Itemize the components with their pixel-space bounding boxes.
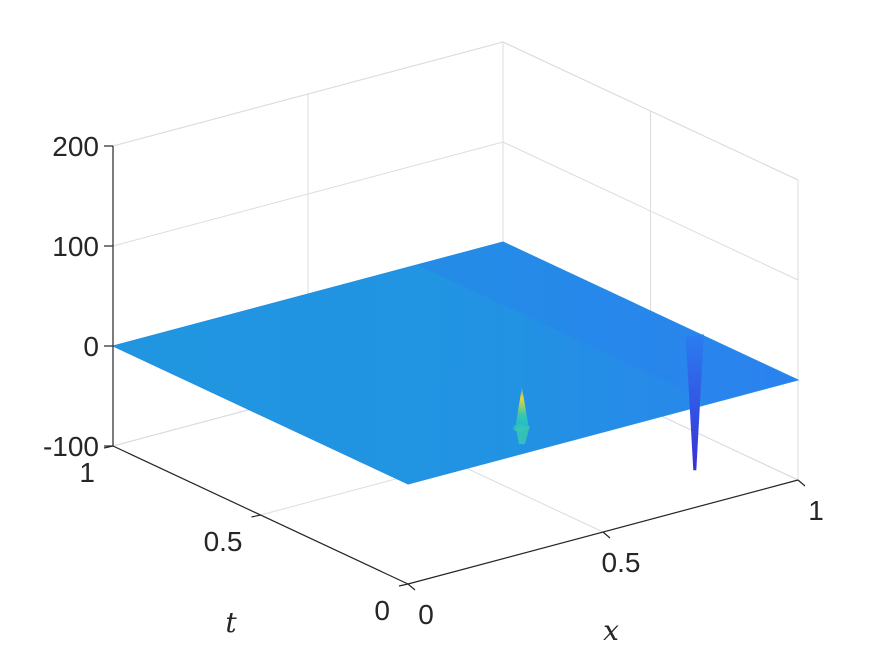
z-tick-label: 200 (52, 131, 99, 162)
spike-peak (514, 387, 529, 431)
tick-labels: -100 0 100 200 0 0.5 1 0 0.5 1 (43, 131, 824, 630)
t-tick-label: 0.5 (204, 526, 243, 557)
x-axis-label: x (603, 614, 619, 647)
z-tick-label: 0 (83, 331, 99, 362)
x-tick-label: 0.5 (602, 547, 641, 578)
t-tick-mark (103, 445, 114, 449)
z-grid-line (112, 41, 799, 181)
x-tick-mark (602, 531, 611, 539)
spike-ripple (512, 424, 527, 433)
t-tick-label: 1 (79, 457, 95, 488)
surface (111, 241, 800, 485)
x-tick-label: 1 (808, 495, 824, 526)
t-axis-label: t (225, 606, 237, 639)
dip-trough (685, 334, 704, 471)
z-tick-label: 100 (52, 231, 99, 262)
x-tick-mark (797, 479, 806, 487)
axis-labels: xt (225, 606, 619, 647)
surface-plane (111, 241, 800, 485)
t-tick-mark (398, 583, 409, 587)
t-tick-mark (251, 514, 261, 518)
surface-shade-band (417, 242, 798, 403)
t-tick-label: 0 (374, 595, 390, 626)
x-tick-mark (407, 583, 416, 591)
x-tick-label: 0 (418, 599, 434, 630)
z-tick-label: -100 (43, 431, 99, 462)
axes (103, 145, 806, 591)
